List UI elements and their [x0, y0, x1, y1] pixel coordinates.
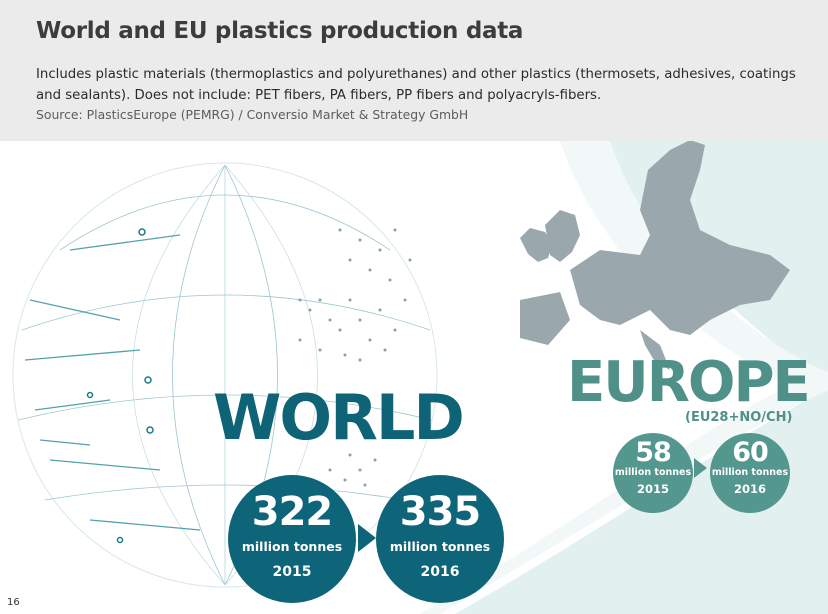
header-panel: World and EU plastics production data In… [0, 0, 828, 141]
dotted-continents [298, 228, 412, 487]
europe-label: EUROPE [567, 350, 811, 415]
europe-2015-value: 58 [635, 437, 672, 468]
world-2015-unit: million tonnes [241, 539, 343, 554]
europe-2015-circle: 58 million tonnes 2015 [613, 433, 693, 513]
page-number: 16 [7, 597, 20, 608]
europe-sublabel: (EU28+NO/CH) [685, 410, 793, 425]
description: Includes plastic materials (thermoplasti… [36, 67, 796, 103]
europe-2016-circle: 60 million tonnes 2016 [710, 433, 790, 513]
page-title: World and EU plastics production data [36, 18, 524, 44]
world-2015-year: 2015 [272, 564, 312, 580]
source-note: Source: PlasticsEurope (PEMRG) / Convers… [36, 107, 469, 122]
europe-map [520, 140, 790, 370]
europe-2015-year: 2015 [636, 482, 669, 496]
europe-2016-value: 60 [732, 437, 769, 468]
europe-2015-unit: million tonnes [614, 467, 692, 478]
world-arrow [358, 524, 376, 552]
world-2016-unit: million tonnes [389, 539, 491, 554]
world-2016-circle: 335 million tonnes 2016 [376, 475, 504, 603]
europe-2016-year: 2016 [733, 482, 766, 496]
world-label: WORLD [213, 381, 465, 454]
europe-2016-unit: million tonnes [711, 467, 789, 478]
world-2016-year: 2016 [420, 564, 460, 580]
world-2015-circle: 322 million tonnes 2015 [228, 475, 356, 603]
europe-arrow [694, 458, 707, 478]
world-2015-value: 322 [251, 489, 334, 535]
globe [12, 162, 438, 588]
world-2016-value: 335 [399, 489, 482, 535]
